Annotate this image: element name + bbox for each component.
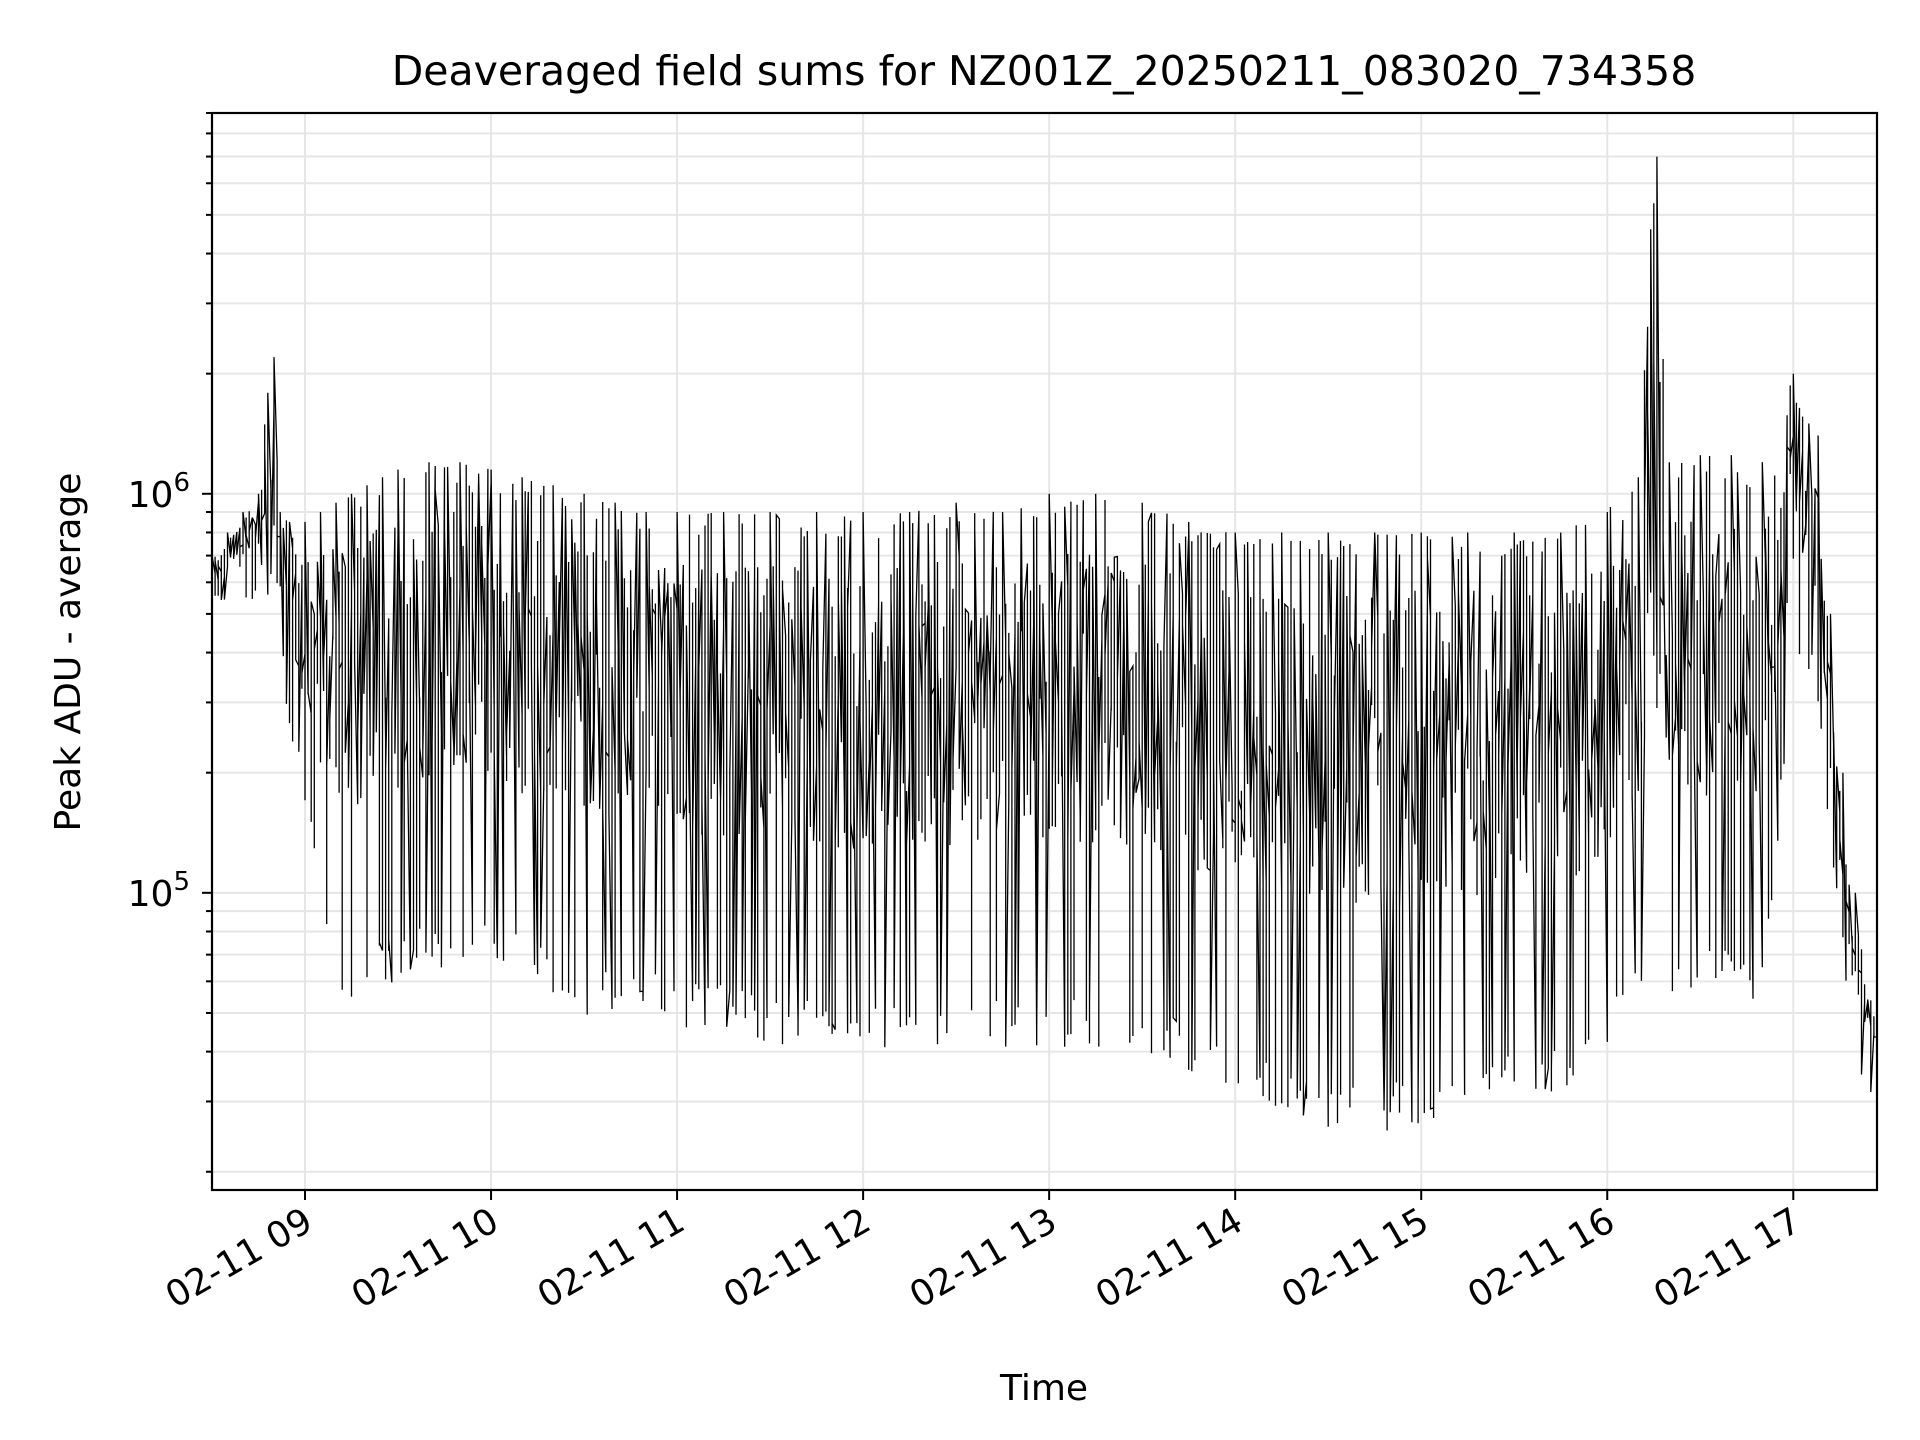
- y-tick-label: 106: [128, 468, 190, 516]
- y-axis-label: Peak ADU - average: [48, 473, 89, 832]
- y-axis-ticks: 105 106: [128, 112, 212, 1173]
- x-axis-label: Time: [999, 1368, 1088, 1409]
- chart-title: Deaveraged field sums for NZ001Z_2025021…: [392, 47, 1697, 95]
- y-tick-label: 105: [128, 867, 190, 915]
- plot-frame: [210, 111, 1879, 1192]
- series-line: [211, 156, 1878, 1131]
- data-series: [211, 156, 1878, 1131]
